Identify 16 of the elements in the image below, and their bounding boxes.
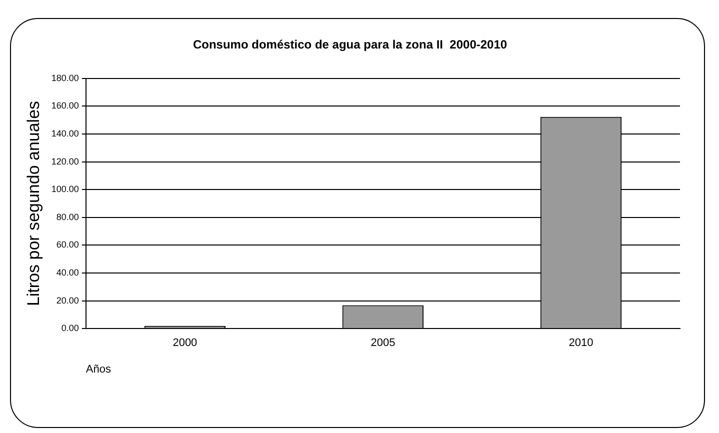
y-tick-label: 120.00 [51, 156, 79, 166]
y-tick-label: 60.00 [56, 240, 79, 250]
y-tick-label: 100.00 [51, 184, 79, 194]
x-tick-label: 2005 [370, 337, 396, 350]
y-tick-label: 180.00 [51, 72, 79, 83]
x-tick-label: 2010 [568, 337, 594, 350]
x-axis-title: Años [86, 363, 112, 376]
y-tick-label: 160.00 [51, 100, 79, 111]
y-tick-label: 80.00 [56, 212, 79, 222]
y-tick-label: 40.00 [56, 267, 79, 278]
chart-title: Consumo doméstico de agua para la zona II 2000-2010 [192, 38, 508, 52]
y-tick-label: 20.00 [56, 295, 79, 306]
y-axis-title: Litros por segundo anuales [24, 100, 43, 306]
y-tick-label: 0.00 [61, 323, 79, 334]
x-tick-label: 2000 [172, 337, 198, 350]
y-tick-label: 140.00 [51, 128, 79, 138]
